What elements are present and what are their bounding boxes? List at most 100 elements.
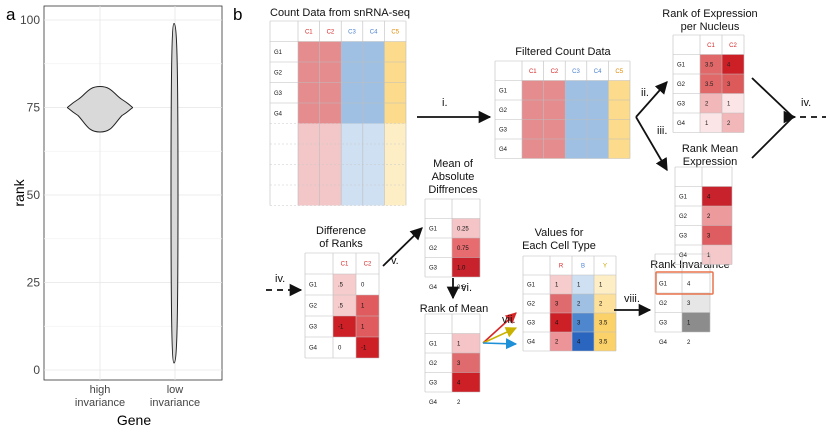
cell-value: 0.25 — [457, 226, 469, 232]
cell-value: 4 — [687, 281, 691, 287]
table-cell — [700, 54, 722, 74]
table-cell — [362, 144, 385, 165]
row-label: G1 — [659, 281, 668, 287]
cell-value: 1 — [577, 283, 581, 289]
y-tick-label: 25 — [27, 276, 41, 290]
table-cell — [384, 103, 406, 124]
rank-mean-expr-title-1: Rank Mean — [682, 143, 738, 155]
cell-value: 3 — [457, 361, 461, 367]
table-cell — [682, 293, 710, 313]
table-cell — [702, 186, 732, 206]
row-label: G1 — [429, 341, 438, 347]
table-cell — [682, 273, 710, 293]
table-cell — [384, 164, 406, 185]
values-title-2: Each Cell Type — [522, 240, 596, 252]
row-label: G1 — [274, 50, 283, 56]
cell-value: 1 — [555, 283, 559, 289]
table-cell — [700, 74, 722, 94]
table-cell — [356, 316, 379, 337]
table-cell — [384, 41, 406, 62]
table-cell — [452, 353, 480, 373]
mad-title-3: Diffrences — [428, 184, 478, 196]
cell-value: 3 — [555, 302, 559, 308]
arrow-vii-yellow — [482, 327, 518, 344]
column-header: C2 — [364, 262, 372, 268]
cell-value: 3 — [687, 301, 691, 307]
cell-value: 3.5 — [599, 321, 608, 327]
step-i: i. — [442, 97, 448, 109]
table-cell — [362, 82, 385, 103]
table-cell — [572, 294, 594, 313]
table-cell — [594, 275, 616, 294]
table-cell — [384, 62, 406, 83]
cell-value: 3.5 — [599, 340, 608, 346]
row-label: G4 — [499, 147, 508, 153]
rank-mean-expression-table: G1 G2 G3 G4 4 2 3 1 — [674, 166, 733, 265]
row-label: G2 — [309, 304, 318, 310]
table-cell — [298, 164, 320, 185]
table-cell — [319, 103, 342, 124]
arrow-v — [382, 227, 423, 267]
table-cell — [362, 164, 385, 185]
table-cell — [572, 332, 594, 351]
table-cell — [362, 103, 385, 124]
table-cell — [565, 139, 587, 159]
column-header: C3 — [348, 29, 356, 35]
table-cell — [586, 119, 609, 139]
step-iv-right: iv. — [801, 97, 811, 109]
y-tick-labels: 0 25 50 75 100 — [20, 13, 40, 377]
table-cell — [362, 41, 385, 62]
cell-value: 2 — [727, 121, 731, 127]
row-label: G2 — [679, 214, 688, 220]
row-label: G3 — [274, 91, 283, 97]
step-vi: vi. — [461, 282, 472, 294]
table-cell — [702, 225, 732, 245]
column-header: R — [559, 264, 564, 270]
column-header: C5 — [615, 69, 623, 75]
table-cell — [572, 313, 594, 332]
table-cell — [565, 119, 587, 139]
values-cell-type-table: R B Y G1 G2 G3 G4 1 1 1 3 2 2 4 3 3.5 2 4 3.5 — [522, 255, 617, 352]
mad-title-2: Absolute — [432, 171, 475, 183]
cell-value: 2 — [705, 101, 709, 107]
filtered-data-title: Filtered Count Data — [515, 46, 611, 58]
rank-invariance-table: G1 G2 G3 G4 4 3 1 2 — [654, 253, 714, 346]
table-cell — [298, 123, 320, 144]
arrow-ii — [635, 81, 668, 118]
table-cell — [543, 80, 566, 100]
table-cell — [333, 316, 356, 337]
table-cell — [362, 62, 385, 83]
cell-value: 2 — [457, 400, 461, 406]
cell-value: .5 — [338, 304, 344, 310]
count-data-table: C1 C2 C3 C4 C5 G1 G2 G3 G4 — [269, 20, 407, 206]
table-cell — [341, 62, 363, 83]
cell-value: 4 — [457, 380, 461, 386]
table-cell — [452, 218, 480, 238]
table-cell — [356, 337, 379, 358]
row-label: G4 — [274, 111, 283, 117]
table-cell — [550, 332, 572, 351]
arrow-to-iv-bottom — [751, 116, 794, 159]
table-cell — [298, 82, 320, 103]
table-cell — [550, 275, 572, 294]
row-label: G4 — [429, 285, 438, 291]
cell-value: 1 — [705, 121, 709, 127]
table-cell — [319, 164, 342, 185]
table-cell — [362, 185, 385, 206]
table-cell — [594, 332, 616, 351]
table-cell — [384, 123, 406, 144]
cell-value: -1 — [338, 325, 344, 331]
table-cell — [722, 54, 744, 74]
row-label: G4 — [677, 121, 686, 127]
table-cell — [319, 41, 342, 62]
table-cell — [543, 139, 566, 159]
cell-value: 4 — [577, 340, 581, 346]
table-cell — [452, 372, 480, 392]
panel-a-letter: a — [6, 5, 16, 24]
table-cell — [362, 123, 385, 144]
table-cell — [608, 139, 630, 159]
table-cell — [608, 80, 630, 100]
cell-value: 2 — [555, 340, 559, 346]
panel-b: b Count Data from snRNA-seq Filtered Cou… — [233, 5, 826, 406]
table-cell — [356, 274, 379, 295]
